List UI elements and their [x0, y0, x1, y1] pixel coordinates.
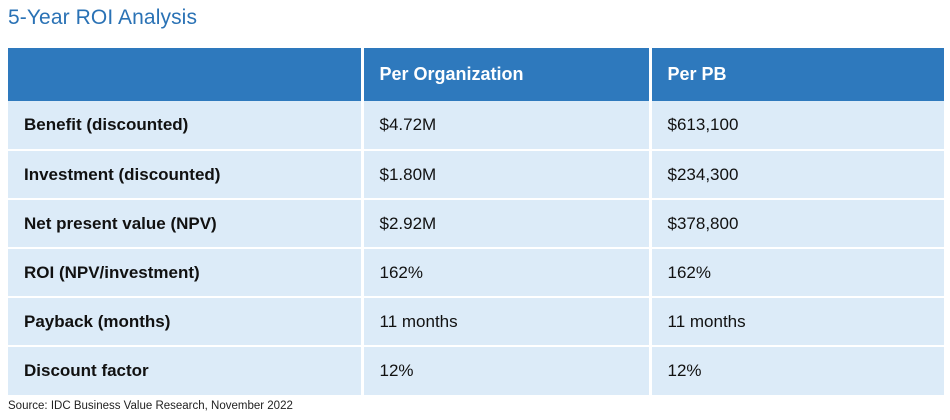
header-per-organization: Per Organization [362, 48, 652, 101]
row-label: Net present value (NPV) [8, 199, 364, 249]
cell-per-pb: $234,300 [650, 150, 944, 200]
row-label: ROI (NPV/investment) [8, 248, 364, 298]
cell-per-organization: 11 months [362, 297, 652, 347]
cell-per-organization: 12% [362, 346, 652, 395]
table-header-row: Per Organization Per PB [8, 48, 944, 101]
header-metric [8, 48, 364, 101]
header-per-pb: Per PB [650, 48, 944, 101]
cell-per-organization: $1.80M [362, 150, 652, 200]
row-label: Discount factor [8, 346, 364, 395]
row-label: Benefit (discounted) [8, 101, 364, 151]
cell-per-pb: 11 months [650, 297, 944, 347]
cell-per-pb: $613,100 [650, 101, 944, 151]
cell-per-organization: 162% [362, 248, 652, 298]
table-row: Discount factor 12% 12% [8, 346, 944, 395]
roi-table: Per Organization Per PB Benefit (discoun… [8, 48, 944, 395]
page-title: 5-Year ROI Analysis [8, 6, 198, 29]
cell-per-pb: 162% [650, 248, 944, 298]
row-label: Investment (discounted) [8, 150, 364, 200]
table-row: Investment (discounted) $1.80M $234,300 [8, 150, 944, 200]
cell-per-organization: $4.72M [362, 101, 652, 151]
row-label: Payback (months) [8, 297, 364, 347]
table-row: ROI (NPV/investment) 162% 162% [8, 248, 944, 298]
cell-per-pb: $378,800 [650, 199, 944, 249]
cell-per-organization: $2.92M [362, 199, 652, 249]
table-row: Benefit (discounted) $4.72M $613,100 [8, 101, 944, 151]
source-note: Source: IDC Business Value Research, Nov… [8, 400, 293, 412]
table-row: Payback (months) 11 months 11 months [8, 297, 944, 347]
cell-per-pb: 12% [650, 346, 944, 395]
table-row: Net present value (NPV) $2.92M $378,800 [8, 199, 944, 249]
